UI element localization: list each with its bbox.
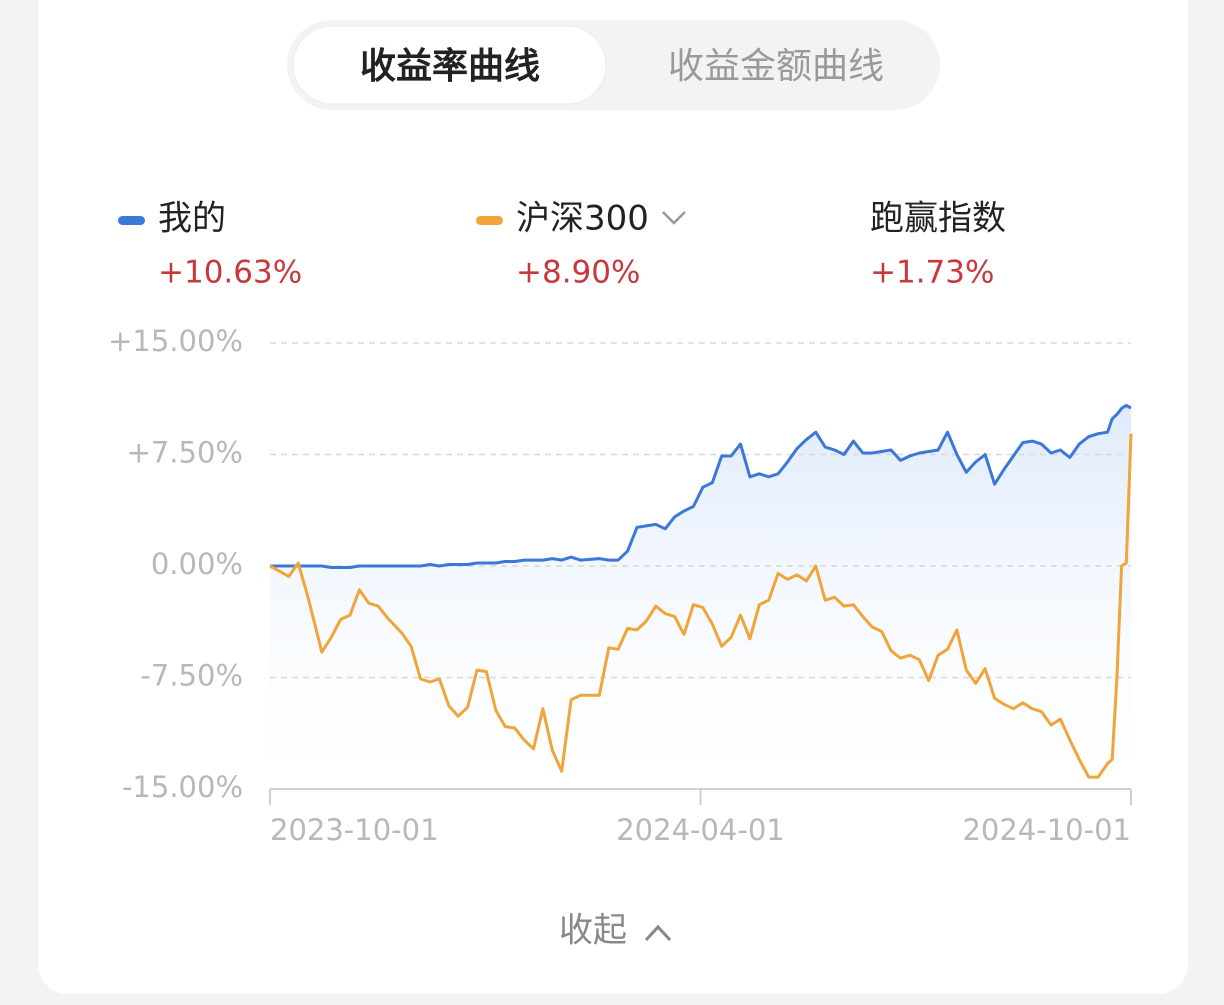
y-tick-label: 0.00% [151,547,243,581]
area-fill [270,405,1131,789]
series-line [270,403,1132,569]
legend-value: +8.90% [516,255,640,291]
dropdown-icon[interactable] [662,211,686,225]
legend-label: 我的 [158,199,226,239]
excess-value: +1.73% [870,255,994,291]
tab-active-bg [292,25,607,105]
legend-label: 沪深300 [516,199,649,239]
collapse-icon[interactable] [644,924,672,942]
legend-swatch [476,216,503,225]
tab[interactable]: 收益金额曲线 [668,46,884,87]
x-tick-label: 2023-10-01 [270,813,439,847]
legend-swatch [118,216,145,225]
x-tick-label: 2024-04-01 [616,813,785,847]
series-line [269,433,1133,779]
y-tick-label: +15.00% [108,324,243,358]
y-tick-label: +7.50% [127,436,243,470]
legend-value: +10.63% [158,255,302,291]
tab[interactable]: 收益率曲线 [360,46,540,87]
collapse-label[interactable]: 收起 [559,911,627,951]
x-tick-label: 2024-10-01 [962,813,1131,847]
excess-label: 跑赢指数 [870,199,1006,239]
y-tick-label: -7.50% [140,659,243,693]
y-tick-label: -15.00% [122,770,243,804]
